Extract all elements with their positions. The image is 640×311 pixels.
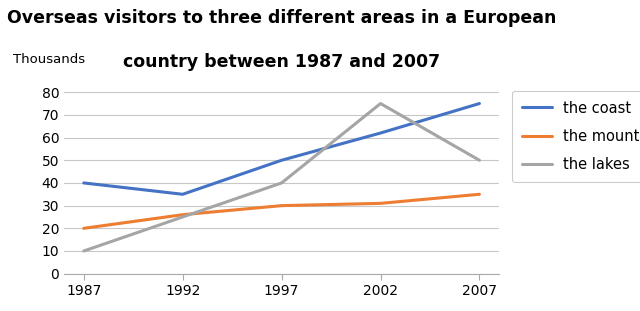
the lakes xyxy=(476,158,483,162)
Legend: the coast, the mountains, the lakes: the coast, the mountains, the lakes xyxy=(512,91,640,182)
the mountains xyxy=(80,226,88,230)
the lakes xyxy=(80,249,88,253)
the lakes xyxy=(377,102,385,105)
the coast xyxy=(476,102,483,105)
the mountains xyxy=(377,202,385,205)
the coast xyxy=(377,131,385,135)
the coast xyxy=(179,193,186,196)
Line: the lakes: the lakes xyxy=(84,104,479,251)
the mountains xyxy=(278,204,285,207)
Line: the coast: the coast xyxy=(84,104,479,194)
the mountains xyxy=(179,213,186,216)
the coast xyxy=(278,158,285,162)
Text: country between 1987 and 2007: country between 1987 and 2007 xyxy=(123,53,440,71)
the lakes xyxy=(278,181,285,185)
Text: Thousands: Thousands xyxy=(13,53,85,66)
Text: Overseas visitors to three different areas in a European: Overseas visitors to three different are… xyxy=(7,9,556,27)
the lakes xyxy=(179,215,186,219)
Line: the mountains: the mountains xyxy=(84,194,479,228)
the coast xyxy=(80,181,88,185)
the mountains xyxy=(476,193,483,196)
